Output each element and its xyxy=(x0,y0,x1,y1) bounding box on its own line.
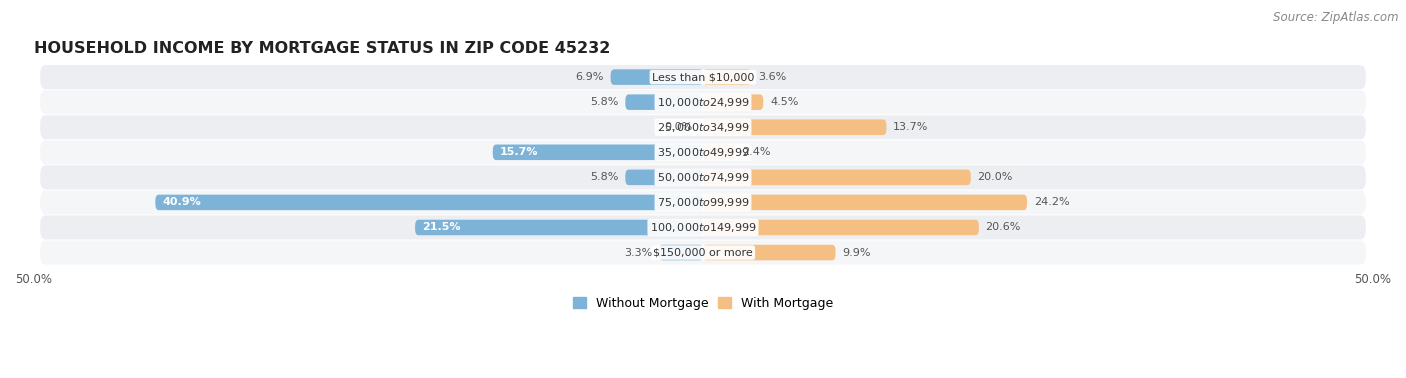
FancyBboxPatch shape xyxy=(41,215,1365,240)
Text: 4.5%: 4.5% xyxy=(770,97,799,107)
Text: 9.9%: 9.9% xyxy=(842,248,870,257)
FancyBboxPatch shape xyxy=(626,94,703,110)
Text: 24.2%: 24.2% xyxy=(1033,197,1070,208)
Text: 3.6%: 3.6% xyxy=(758,72,786,82)
Text: HOUSEHOLD INCOME BY MORTGAGE STATUS IN ZIP CODE 45232: HOUSEHOLD INCOME BY MORTGAGE STATUS IN Z… xyxy=(34,42,610,56)
Text: $75,000 to $99,999: $75,000 to $99,999 xyxy=(657,196,749,209)
Text: Source: ZipAtlas.com: Source: ZipAtlas.com xyxy=(1274,11,1399,24)
FancyBboxPatch shape xyxy=(659,245,703,260)
Text: 6.9%: 6.9% xyxy=(575,72,605,82)
FancyBboxPatch shape xyxy=(41,191,1365,214)
Text: Less than $10,000: Less than $10,000 xyxy=(652,72,754,82)
Text: $150,000 or more: $150,000 or more xyxy=(654,248,752,257)
FancyBboxPatch shape xyxy=(415,220,703,235)
FancyBboxPatch shape xyxy=(41,240,1365,265)
FancyBboxPatch shape xyxy=(41,115,1365,139)
FancyBboxPatch shape xyxy=(703,119,886,135)
FancyBboxPatch shape xyxy=(703,144,735,160)
Text: 15.7%: 15.7% xyxy=(499,147,538,157)
Text: $25,000 to $34,999: $25,000 to $34,999 xyxy=(657,121,749,134)
Text: 20.6%: 20.6% xyxy=(986,223,1021,232)
FancyBboxPatch shape xyxy=(41,65,1365,89)
FancyBboxPatch shape xyxy=(703,69,751,85)
Text: 3.3%: 3.3% xyxy=(624,248,652,257)
FancyBboxPatch shape xyxy=(703,195,1026,210)
Text: 0.0%: 0.0% xyxy=(664,122,692,132)
FancyBboxPatch shape xyxy=(703,220,979,235)
FancyBboxPatch shape xyxy=(626,170,703,185)
FancyBboxPatch shape xyxy=(703,245,835,260)
FancyBboxPatch shape xyxy=(155,195,703,210)
Text: 40.9%: 40.9% xyxy=(162,197,201,208)
FancyBboxPatch shape xyxy=(703,94,763,110)
Text: $100,000 to $149,999: $100,000 to $149,999 xyxy=(650,221,756,234)
Text: 2.4%: 2.4% xyxy=(742,147,770,157)
FancyBboxPatch shape xyxy=(41,165,1365,189)
FancyBboxPatch shape xyxy=(703,170,970,185)
Legend: Without Mortgage, With Mortgage: Without Mortgage, With Mortgage xyxy=(568,292,838,315)
Text: $10,000 to $24,999: $10,000 to $24,999 xyxy=(657,96,749,108)
FancyBboxPatch shape xyxy=(41,140,1365,164)
Text: $35,000 to $49,999: $35,000 to $49,999 xyxy=(657,146,749,159)
Text: 5.8%: 5.8% xyxy=(591,172,619,182)
Text: 5.8%: 5.8% xyxy=(591,97,619,107)
FancyBboxPatch shape xyxy=(41,90,1365,114)
Text: 21.5%: 21.5% xyxy=(422,223,460,232)
Text: 13.7%: 13.7% xyxy=(893,122,928,132)
Text: 20.0%: 20.0% xyxy=(977,172,1012,182)
FancyBboxPatch shape xyxy=(492,144,703,160)
FancyBboxPatch shape xyxy=(610,69,703,85)
Text: $50,000 to $74,999: $50,000 to $74,999 xyxy=(657,171,749,184)
